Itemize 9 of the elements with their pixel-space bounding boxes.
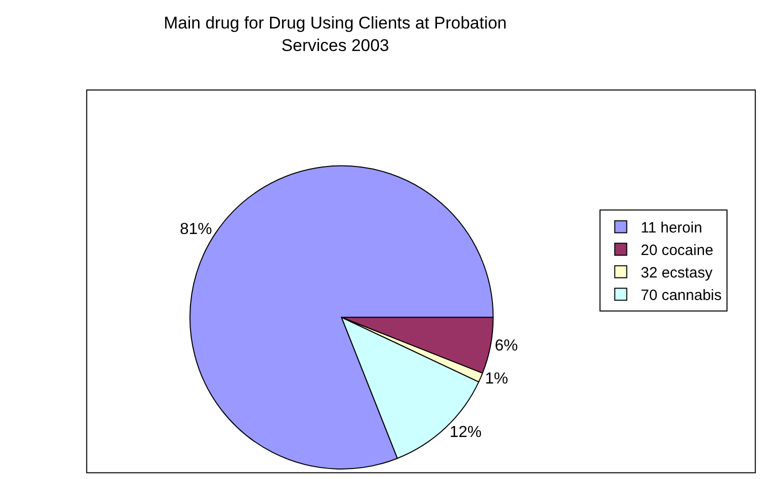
data-label: 81%: [180, 221, 212, 238]
chart-title: Main drug for Drug Using Clients at Probation Services 2003: [164, 14, 507, 55]
legend-label: 20 cocaine: [640, 242, 714, 260]
data-label: 6%: [494, 338, 518, 355]
data-label: 12%: [450, 424, 482, 441]
legend-label: 11 heroin: [640, 220, 702, 237]
legend-label: 70 cannabis: [640, 287, 722, 304]
legend-label: 32 ecstasy: [640, 264, 713, 282]
data-label: 1%: [484, 370, 508, 388]
